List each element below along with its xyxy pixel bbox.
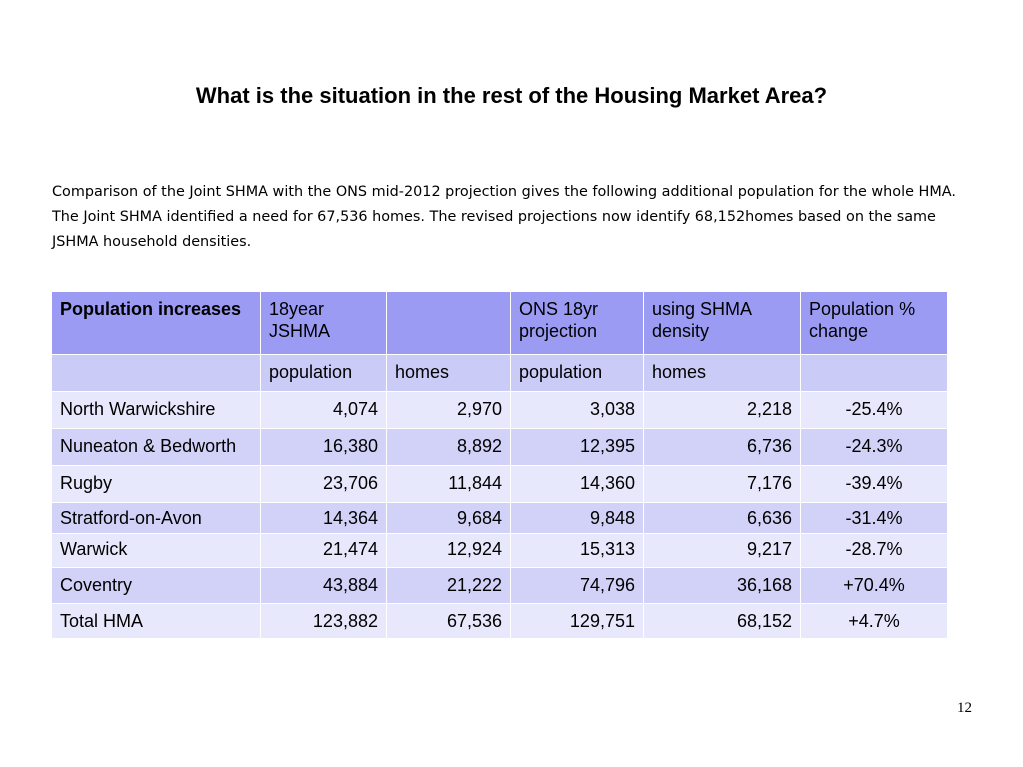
table-header-row: Population increases 18year JSHMA ONS 18…	[51, 291, 948, 355]
value-cell: 11,844	[386, 465, 511, 503]
value-cell: 16,380	[260, 428, 387, 466]
value-cell: 129,751	[510, 603, 644, 639]
value-cell: 74,796	[510, 567, 644, 604]
value-cell: 7,176	[643, 465, 801, 503]
value-cell: 123,882	[260, 603, 387, 639]
value-cell: 12,395	[510, 428, 644, 466]
value-cell: 9,848	[510, 502, 644, 534]
header-cell: Population increases	[51, 291, 261, 355]
area-name-cell: Rugby	[51, 465, 261, 503]
table-subheader-row: population homes population homes	[51, 354, 948, 392]
table-row: Coventry 43,884 21,222 74,796 36,168 +70…	[51, 567, 948, 604]
value-cell: 9,684	[386, 502, 511, 534]
value-cell: 8,892	[386, 428, 511, 466]
table-row: Nuneaton & Bedworth 16,380 8,892 12,395 …	[51, 428, 948, 466]
value-cell: 2,218	[643, 391, 801, 429]
percent-change-cell: +4.7%	[800, 603, 948, 639]
percent-change-cell: -24.3%	[800, 428, 948, 466]
area-name-cell: Total HMA	[51, 603, 261, 639]
value-cell: 14,364	[260, 502, 387, 534]
value-cell: 14,360	[510, 465, 644, 503]
header-cell: using SHMA density	[643, 291, 801, 355]
percent-change-cell: -31.4%	[800, 502, 948, 534]
subheader-cell: population	[510, 354, 644, 392]
area-name-cell: Warwick	[51, 533, 261, 568]
percent-change-cell: -25.4%	[800, 391, 948, 429]
table-row: North Warwickshire 4,074 2,970 3,038 2,2…	[51, 391, 948, 429]
intro-paragraph: Comparison of the Joint SHMA with the ON…	[52, 184, 956, 250]
table-row: Rugby 23,706 11,844 14,360 7,176 -39.4%	[51, 465, 948, 503]
percent-change-cell: +70.4%	[800, 567, 948, 604]
header-cell: ONS 18yr projection	[510, 291, 644, 355]
value-cell: 36,168	[643, 567, 801, 604]
area-name-cell: North Warwickshire	[51, 391, 261, 429]
value-cell: 43,884	[260, 567, 387, 604]
value-cell: 21,222	[386, 567, 511, 604]
value-cell: 23,706	[260, 465, 387, 503]
value-cell: 15,313	[510, 533, 644, 568]
table-row: Stratford-on-Avon 14,364 9,684 9,848 6,6…	[51, 502, 948, 534]
value-cell: 12,924	[386, 533, 511, 568]
subheader-cell	[51, 354, 261, 392]
header-cell: Population % change	[800, 291, 948, 355]
slide-title: What is the situation in the rest of the…	[195, 83, 828, 108]
value-cell: 21,474	[260, 533, 387, 568]
value-cell: 4,074	[260, 391, 387, 429]
value-cell: 9,217	[643, 533, 801, 568]
value-cell: 3,038	[510, 391, 644, 429]
value-cell: 2,970	[386, 391, 511, 429]
value-cell: 68,152	[643, 603, 801, 639]
header-cell	[386, 291, 511, 355]
value-cell: 6,636	[643, 502, 801, 534]
area-name-cell: Nuneaton & Bedworth	[51, 428, 261, 466]
area-name-cell: Stratford-on-Avon	[51, 502, 261, 534]
table-row-total: Total HMA 123,882 67,536 129,751 68,152 …	[51, 603, 948, 639]
table-row: Warwick 21,474 12,924 15,313 9,217 -28.7…	[51, 533, 948, 568]
value-cell: 6,736	[643, 428, 801, 466]
population-table: Population increases 18year JSHMA ONS 18…	[51, 291, 948, 639]
page-number: 12	[957, 700, 972, 716]
subheader-cell: homes	[643, 354, 801, 392]
area-name-cell: Coventry	[51, 567, 261, 604]
percent-change-cell: -39.4%	[800, 465, 948, 503]
subheader-cell: homes	[386, 354, 511, 392]
subheader-cell	[800, 354, 948, 392]
header-cell: 18year JSHMA	[260, 291, 387, 355]
percent-change-cell: -28.7%	[800, 533, 948, 568]
subheader-cell: population	[260, 354, 387, 392]
value-cell: 67,536	[386, 603, 511, 639]
